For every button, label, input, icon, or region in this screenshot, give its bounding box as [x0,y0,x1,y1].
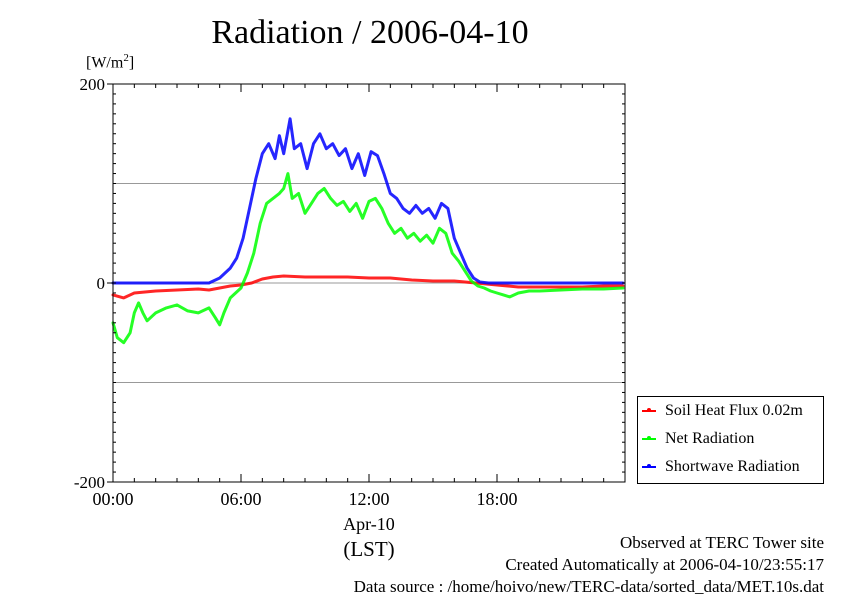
footer-created: Created Automatically at 2006-04-10/23:5… [505,555,824,574]
x-tick-label: 00:00 [92,489,133,509]
series-line-1 [111,172,625,345]
x-axis-timezone: (LST) [343,537,394,561]
y-unit-superscript: 2 [123,52,129,64]
series-line-0 [111,274,625,300]
legend-swatch-green [642,436,656,440]
footer-notes: Observed at TERC Tower site Created Auto… [354,532,824,598]
series-line-2 [111,117,625,285]
axis-ticks: -200 0 200 00:00 06:00 12:00 18:00 Apr-10 (LST) [74,75,625,561]
y-unit-text: W/m [91,54,124,72]
legend-label: Soil Heat Flux 0.02m [665,402,803,419]
footer-site: Observed at TERC Tower site [619,533,824,552]
x-tick-label: 12:00 [348,489,389,509]
footer-source: Data source : /home/hoivo/new/TERC-data/… [353,577,824,596]
legend-item-shortwave-radiation: Shortwave Radiation [642,457,800,477]
legend-label: Shortwave Radiation [665,458,800,475]
x-axis-date: Apr-10 [343,514,395,534]
legend-swatch-blue [642,464,656,468]
legend: Soil Heat Flux 0.02m Net Radiation Short… [637,396,824,484]
y-axis-unit: [W/m2] [86,52,135,72]
legend-swatch-red [642,408,656,412]
legend-label: Net Radiation [665,430,755,447]
y-tick-label: -200 [74,473,105,492]
x-tick-label: 06:00 [220,489,261,509]
legend-item-soil-heat-flux: Soil Heat Flux 0.02m [642,401,803,421]
y-tick-label: 200 [80,75,106,94]
legend-item-net-radiation: Net Radiation [642,429,754,449]
series-group [111,117,625,345]
chart-title: Radiation / 2006-04-10 [211,14,529,51]
y-tick-label: 0 [97,274,106,293]
x-tick-label: 18:00 [476,489,517,509]
